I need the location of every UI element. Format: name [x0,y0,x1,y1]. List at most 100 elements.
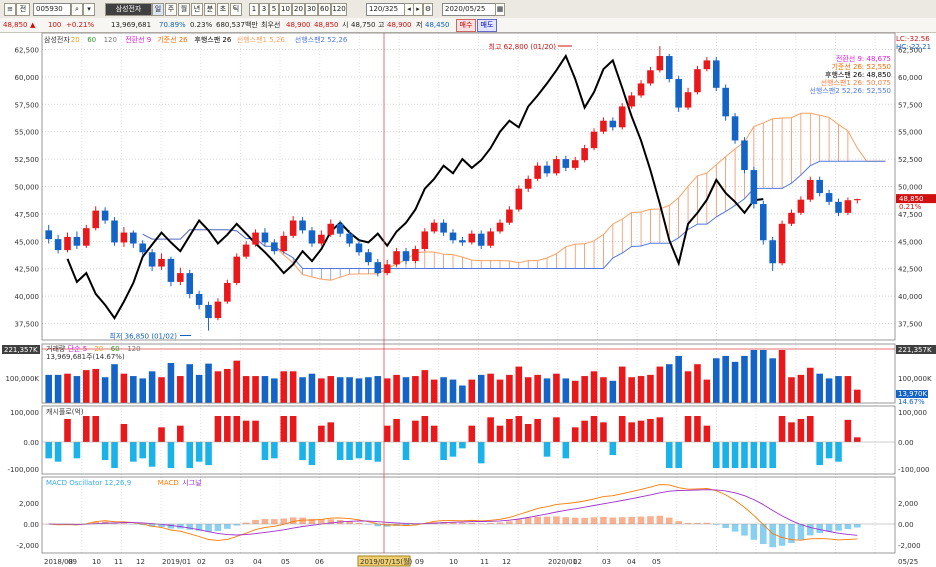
cashflow-bar [553,417,560,442]
interval-button[interactable]: 30 [305,3,318,16]
legend-item: 60 [87,36,96,44]
legend-item: 120 [104,36,117,44]
cashflow-bar [515,416,523,442]
volume-bar [64,373,71,403]
sell-button[interactable]: 매도 [477,19,497,32]
low-note: 최저 36,850 (01/02) [110,332,178,341]
low-label: 저 [416,21,423,29]
cashflow-bar [252,420,259,442]
macd-osc-bar [684,522,692,524]
volume-bar [694,364,701,403]
volume-bar [412,376,419,403]
x-axis-label: 02 [573,558,582,566]
right-top-note: HC:-22.21 [896,43,931,51]
cashflow-bar [167,442,175,468]
cashflow-bar [524,424,532,442]
cashflow-bar [214,416,222,442]
interval-button[interactable]: 120 [331,3,347,16]
cashflow-bar [412,420,419,442]
candle-body [261,232,269,243]
candle-body [289,220,297,236]
candle-body [806,179,814,200]
stock-code-input[interactable]: 005930 [33,3,71,16]
toolbar: ≡ 전 005930 ⌕ ▾ 삼성전자 일 주 월 년 분 초 틱 1 3 5 10 20 30 60 12… [0,0,936,19]
interval-button[interactable]: 20 [292,3,305,16]
candle-body [750,170,758,205]
candle-body [712,60,720,88]
volume-bar [703,379,711,403]
cashflow-bar [261,442,269,460]
volume-bar [289,371,297,403]
macd-osc-bar [703,522,711,524]
period-button[interactable]: 년 [191,3,203,16]
macd-osc-bar [346,521,353,524]
macd-osc-bar [327,519,335,524]
period-button[interactable]: 초 [217,3,229,16]
cashflow-bar [496,425,504,442]
candle-body [741,140,748,171]
period-button[interactable]: 월 [178,3,190,16]
cashflow-bar [111,442,118,468]
x-axis-label: 02 [197,558,206,566]
volume-bar [327,376,335,403]
legend-value: 선행스팬1 26: 50,075 [821,78,891,87]
cashflow-bar [346,442,353,460]
macd-tick-right: -2,000 [898,542,921,550]
stock-name[interactable]: 삼성전자 [105,3,152,16]
macd-osc-bar [92,521,100,524]
interval-button[interactable]: 10 [279,3,292,16]
candle-body [694,69,701,93]
legend-item: 삼성전자 [44,35,70,44]
cashflow-bar [327,422,335,442]
legend-value: 선행스팬2 52,26: 52,550 [809,86,891,95]
menu-icon[interactable]: ≡ [4,3,16,16]
cashflow-bar [130,442,137,462]
interval-button[interactable]: 3 [259,3,269,16]
cashflow-bar [562,442,570,459]
settings-icon[interactable]: ⚙ [423,3,433,16]
volume-bar [487,373,494,403]
cashflow-bar [750,442,758,468]
cashflow-tick-right: 0.00 [898,439,914,447]
macd-osc-bar [581,517,588,524]
volume-bar [252,376,259,403]
interval-button[interactable]: 60 [318,3,331,16]
market-select[interactable]: 전 [16,3,30,16]
next-icon[interactable]: ▸ [413,3,423,16]
period-button[interactable]: 틱 [230,3,242,16]
macd-osc-bar [261,519,269,524]
legend-value: 후행스팬 26: 48,850 [825,70,891,79]
buy-button[interactable]: 매수 [456,19,476,32]
crosshair-date: 2019/07/15(월) [360,557,413,566]
x-axis-label: 03 [225,558,234,566]
lagging-span [66,53,764,320]
volume-bar [205,363,212,403]
cashflow-bar [205,442,212,465]
search-icon[interactable]: ⌕ [71,3,83,16]
volume-bar [647,374,654,403]
candle-body [374,262,382,274]
volume-bar [816,373,823,403]
volume-bar [299,377,306,403]
cashflow-bar [647,419,654,442]
cashflow-bar [731,442,739,468]
calendar-icon[interactable]: ▦ [495,3,505,16]
chevron-down-icon[interactable]: ▾ [83,3,95,16]
cashflow-bar [459,442,466,449]
volume-bar [45,374,52,403]
interval-button[interactable]: 5 [269,3,279,16]
period-button[interactable]: 분 [204,3,216,16]
pref-price: 48,900 [286,21,311,29]
candle-body [233,256,241,283]
candle-body [280,235,288,252]
candle-body [64,236,71,251]
period-button[interactable]: 주 [165,3,177,16]
interval-button[interactable]: 1 [249,3,259,16]
candle-body [609,120,617,128]
period-button[interactable]: 일 [152,3,164,16]
candle-body [355,243,363,253]
cashflow-bar [759,442,767,468]
volume-bar [280,371,288,403]
macd-osc-bar [139,524,147,526]
